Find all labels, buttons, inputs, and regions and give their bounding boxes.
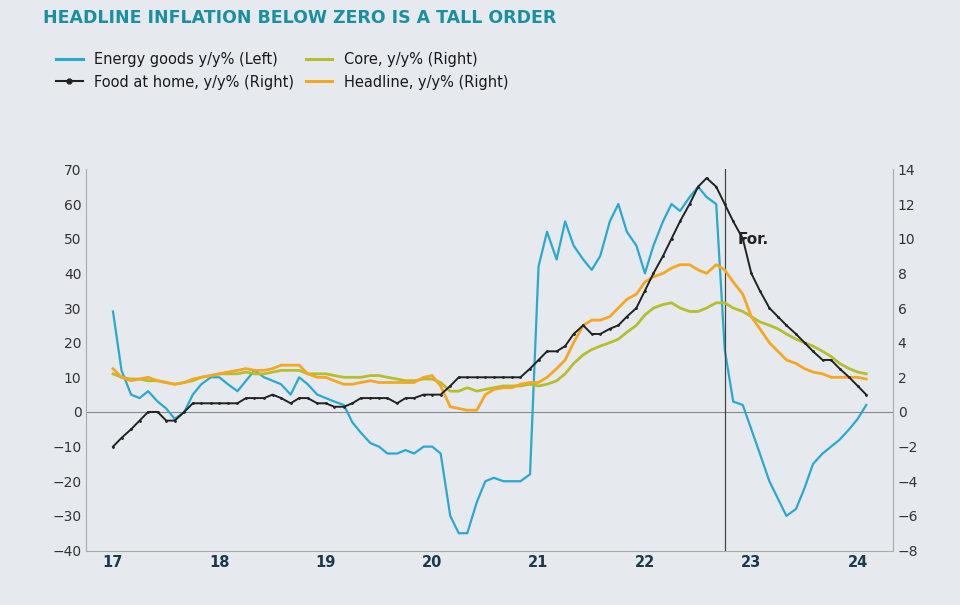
Text: HEADLINE INFLATION BELOW ZERO IS A TALL ORDER: HEADLINE INFLATION BELOW ZERO IS A TALL … (43, 9, 557, 27)
Text: For.: For. (737, 232, 769, 247)
Legend: Energy goods y/y% (Left), Food at home, y/y% (Right), Core, y/y% (Right), Headli: Energy goods y/y% (Left), Food at home, … (51, 47, 515, 96)
